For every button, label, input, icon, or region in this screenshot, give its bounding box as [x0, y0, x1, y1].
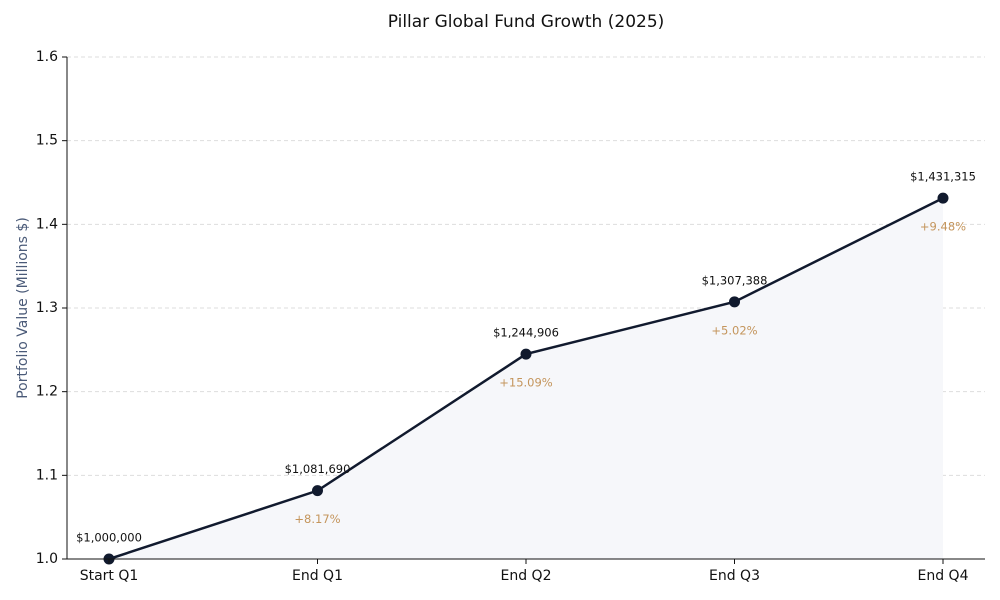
- value-label: $1,307,388: [702, 273, 768, 287]
- point: [520, 348, 532, 360]
- change-label: +8.17%: [294, 512, 340, 526]
- x-tick-label: End Q4: [918, 568, 969, 584]
- y-tick-label: 1.5: [36, 133, 58, 149]
- chart-title: Pillar Global Fund Growth (2025): [388, 12, 665, 32]
- change-label: +5.02%: [711, 323, 757, 337]
- point: [937, 192, 949, 204]
- x-tick-label: End Q1: [292, 568, 343, 584]
- y-tick-label: 1.2: [36, 384, 58, 400]
- x-tick-label: Start Q1: [80, 568, 139, 584]
- area: [109, 198, 943, 559]
- value-label: $1,431,315: [910, 170, 976, 184]
- y-tick-label: 1.3: [36, 300, 58, 316]
- point: [312, 485, 323, 497]
- y-tick-label: 1.1: [36, 467, 58, 483]
- value-label: $1,244,906: [493, 326, 559, 340]
- y-tick-label: 1.4: [36, 216, 58, 232]
- y-axis-label: Portfolio Value (Millions $): [15, 217, 31, 399]
- change-label: +15.09%: [499, 376, 553, 390]
- x-tick-label: End Q2: [501, 568, 552, 584]
- value-label: $1,081,690: [285, 462, 351, 476]
- y-tick-label: 1.6: [36, 49, 58, 65]
- point: [729, 296, 740, 308]
- y-tick-label: 1.0: [36, 551, 58, 567]
- x-tick-label: End Q3: [709, 568, 760, 584]
- value-label: $1,000,000: [76, 531, 142, 545]
- change-label: +9.48%: [920, 220, 966, 234]
